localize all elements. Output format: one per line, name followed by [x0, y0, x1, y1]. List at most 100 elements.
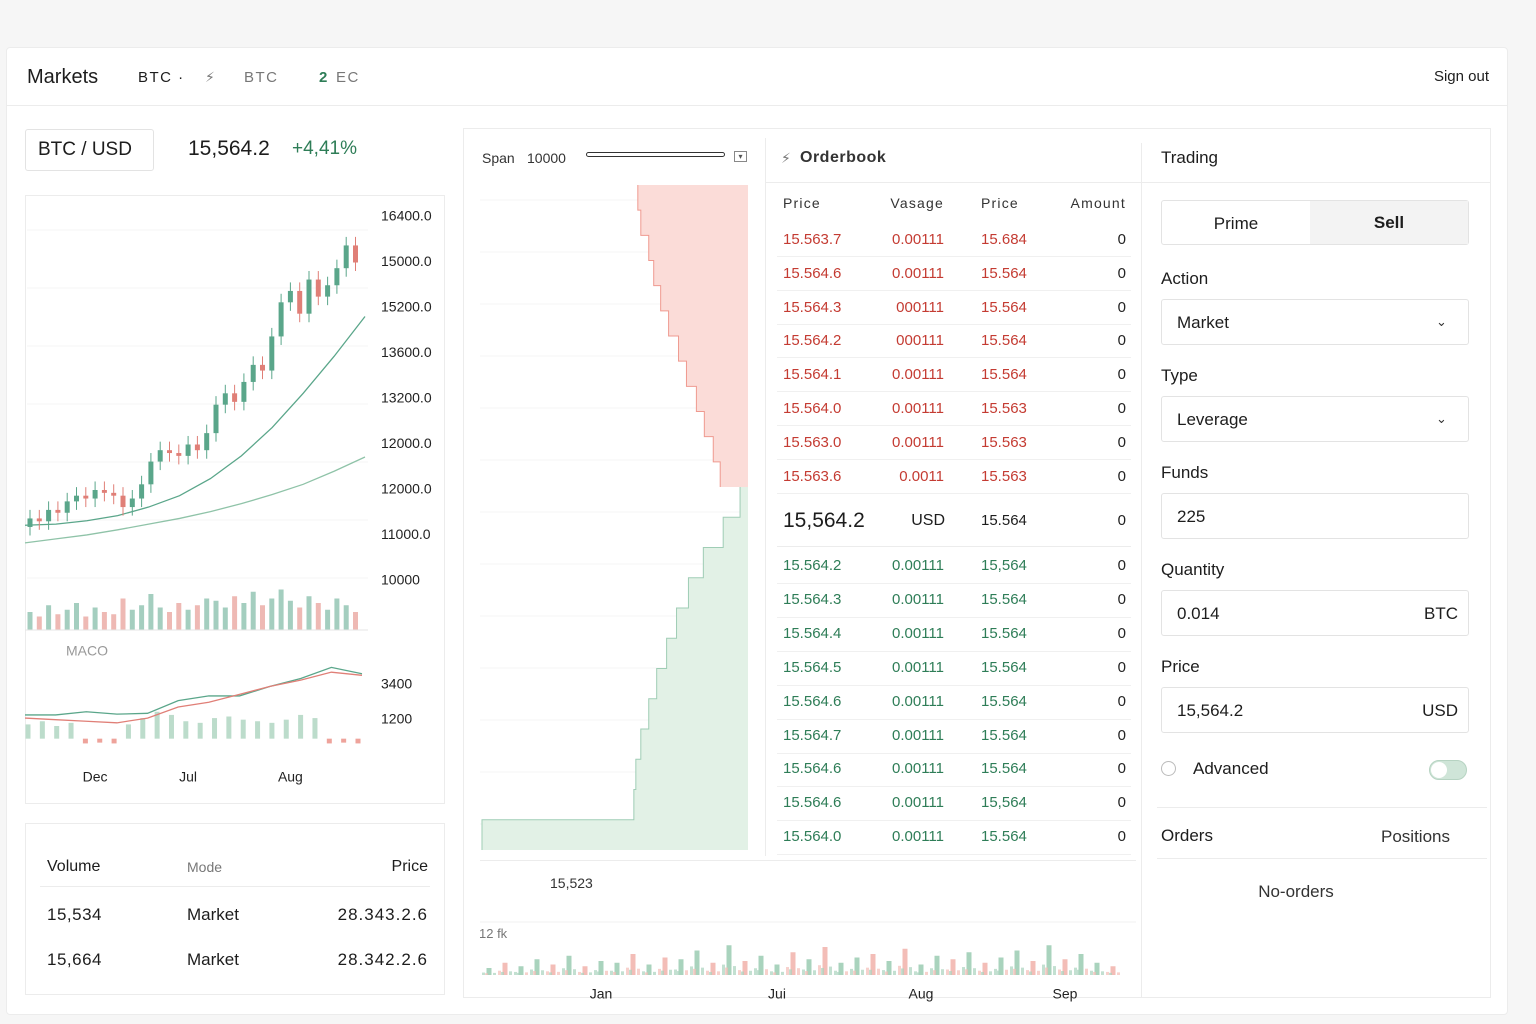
orderbook-header: Amount	[1070, 195, 1126, 211]
divider	[1157, 858, 1487, 859]
orderbook-cell: 15.564	[981, 692, 1027, 710]
row-divider	[777, 458, 1131, 460]
orders-tab[interactable]: Orders	[1161, 826, 1213, 845]
divider	[1141, 143, 1142, 998]
side-tab[interactable]: Sell	[1373, 213, 1405, 232]
orderbook-cell: 15.563.6	[783, 467, 842, 485]
row-divider	[777, 820, 1131, 822]
field-unit: BTC	[1424, 604, 1458, 623]
span-dropdown[interactable]: ▾	[734, 151, 747, 162]
side-tab[interactable]: Prime	[1213, 214, 1259, 233]
orderbook-cell: 15.564	[981, 760, 1027, 778]
row-divider	[777, 391, 1131, 393]
orderbook-cell: 15.564.0	[783, 828, 842, 846]
orderbook-cell: 15.563.7	[783, 231, 842, 248]
orderbook-cell: 0	[1117, 692, 1126, 710]
trades-header: Mode	[187, 859, 223, 875]
field-unit: USD	[1422, 701, 1458, 720]
row-divider	[777, 718, 1131, 720]
field-box[interactable]	[1161, 590, 1469, 636]
advanced-radio[interactable]	[1161, 761, 1176, 776]
span-value: 10000	[527, 150, 566, 166]
field-value: Market	[1177, 313, 1229, 332]
positions-tab[interactable]: Positions	[1381, 827, 1450, 846]
dropdown-chevron: ⌄	[1436, 411, 1447, 426]
row-divider	[777, 684, 1131, 686]
orderbook-cell: 0.00111	[892, 366, 944, 384]
mid-cell: 15.564	[981, 512, 1027, 529]
nav-tab[interactable]: BTC ·	[138, 69, 185, 86]
divider	[766, 182, 1141, 183]
span-slider[interactable]	[586, 152, 725, 157]
row-divider	[777, 256, 1131, 257]
orderbook-cell: 15.564	[981, 366, 1027, 384]
orderbook-cell: 0	[1117, 231, 1126, 248]
orderbook-header: Price	[981, 195, 1019, 211]
field-box[interactable]	[1161, 396, 1469, 442]
divider	[777, 546, 1131, 547]
orderbook-cell: 15.564.1	[783, 366, 842, 384]
orderbook-cell: 15.564.6	[783, 760, 842, 778]
orderbook-cell: 15.563	[981, 467, 1027, 485]
span-label: Span	[482, 150, 515, 166]
mid-price: 15,564.2	[783, 509, 865, 532]
orderbook-cell: 15.564.6	[783, 264, 842, 282]
orderbook-cell: 0	[1117, 557, 1126, 574]
orderbook-cell: 0	[1117, 467, 1126, 485]
orderbook-cell: 15.564.3	[783, 298, 842, 316]
orderbook-cell: 0	[1117, 726, 1126, 744]
orderbook-cell: 0.00111	[892, 400, 944, 417]
field-label: Type	[1161, 366, 1198, 385]
field-label: Price	[1161, 657, 1200, 676]
trades-cell: Market	[187, 905, 239, 924]
orderbook-cell: 15.564	[981, 828, 1027, 846]
orderbook-cell: 0	[1117, 298, 1126, 316]
orderbook-cell: 0.00111	[892, 264, 944, 282]
orderbook-cell: 0	[1117, 400, 1126, 417]
field-box[interactable]	[1161, 493, 1469, 539]
pair-box[interactable]	[25, 129, 154, 171]
mid-unit: USD	[911, 512, 945, 529]
orderbook-cell: 15,564	[981, 794, 1027, 812]
field-value: Leverage	[1177, 410, 1248, 429]
trading-title: Trading	[1161, 148, 1219, 167]
field-value: 0.014	[1177, 604, 1220, 623]
advanced-toggle[interactable]	[1429, 760, 1467, 780]
orderbook-cell: 15.564.3	[783, 590, 842, 608]
row-divider	[777, 425, 1131, 426]
orderbook-cell: 0.00111	[892, 624, 944, 642]
depth-price: 15,523	[550, 875, 593, 891]
orderbook-cell: 15.564	[981, 624, 1027, 642]
page-title: Markets	[27, 66, 99, 88]
nav-count-unit: EC	[336, 69, 360, 86]
trades-header: Volume	[47, 858, 101, 875]
orderbook-cell: 0	[1117, 624, 1126, 642]
price-change: +4,41%	[292, 138, 357, 159]
orderbook-cell: 15.564.7	[783, 726, 842, 744]
field-box[interactable]	[1161, 687, 1469, 733]
trades-cell: 15,534	[47, 905, 102, 924]
trades-header: Price	[391, 858, 428, 875]
orderbook-cell: 15.564	[981, 264, 1027, 282]
field-value: 225	[1177, 507, 1206, 526]
field-box[interactable]	[1161, 299, 1469, 345]
orderbook-cell: 0.00111	[892, 433, 944, 451]
orderbook-cell: 15.563	[981, 433, 1027, 451]
nav-tab[interactable]: BTC	[244, 69, 279, 86]
nav-icon: ⚡	[205, 69, 215, 85]
orderbook-icon: ⚡	[781, 150, 791, 166]
orderbook-cell: 000111	[896, 298, 944, 316]
orderbook-cell: 0.00111	[892, 828, 944, 846]
advanced-label: Advanced	[1193, 759, 1269, 778]
row-divider	[777, 752, 1131, 754]
row-divider	[777, 357, 1131, 359]
orderbook-cell: 15.564	[981, 590, 1027, 608]
field-label: Action	[1161, 269, 1209, 288]
divider	[1142, 182, 1490, 183]
sign-out[interactable]: Sign out	[1433, 68, 1489, 85]
field-label: Funds	[1161, 463, 1209, 482]
row-divider	[777, 854, 1131, 856]
orderbook-cell: 0	[1117, 658, 1126, 676]
divider	[1157, 807, 1487, 808]
row-divider	[777, 650, 1131, 652]
